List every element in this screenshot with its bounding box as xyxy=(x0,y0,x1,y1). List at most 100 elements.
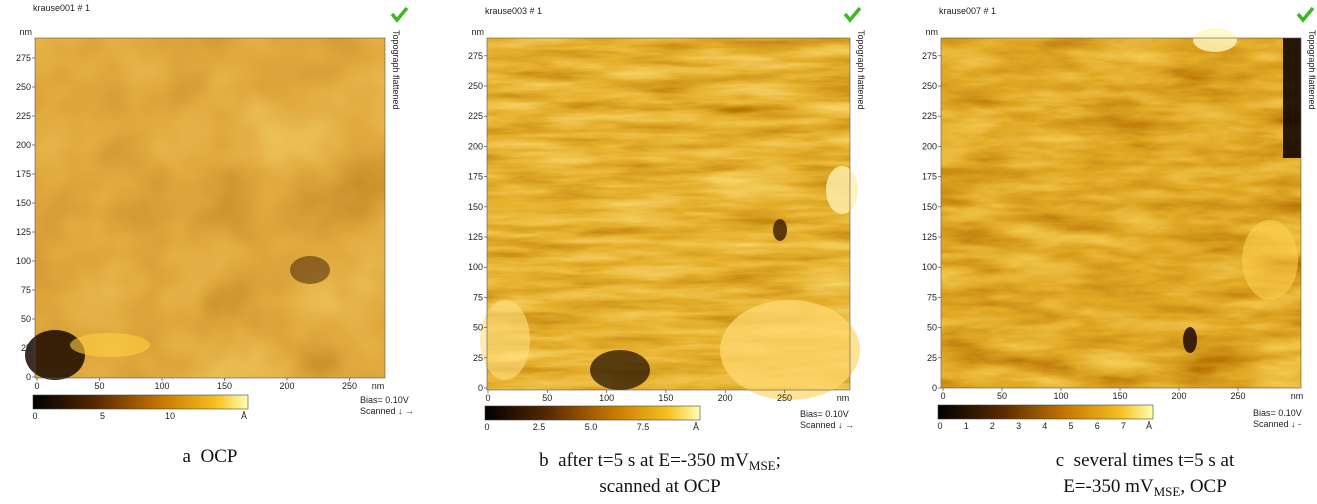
y-tick-label: 0 xyxy=(26,372,31,382)
bias-label: Bias= 0.10V xyxy=(1253,408,1302,418)
file-name: krause007 # 1 xyxy=(939,6,996,16)
panel: krause003 # 1 nm 0 25 50 75 100 125 150 175 200 225… xyxy=(468,6,866,497)
colorbar-tick-label: 3 xyxy=(1016,421,1021,431)
colorbar-unit: Å xyxy=(693,422,699,432)
check-icon xyxy=(1296,6,1315,23)
x-tick-label: 100 xyxy=(154,381,169,391)
y-tick-label: 250 xyxy=(16,82,31,92)
side-label: Topograph flattened xyxy=(1307,30,1317,110)
y-tick-label: 250 xyxy=(922,81,937,91)
caption-text: scanned at OCP xyxy=(599,476,720,497)
x-tick-label: 200 xyxy=(718,393,733,403)
x-tick-label: 200 xyxy=(1171,391,1186,401)
y-tick-label: 275 xyxy=(922,51,937,61)
colorbar-tick-label: 0 xyxy=(937,421,942,431)
colorbar-tick-label: 0 xyxy=(32,411,37,421)
x-tick-label: 50 xyxy=(997,391,1007,401)
y-tick-label: 25 xyxy=(473,353,483,363)
image-frame xyxy=(486,37,851,391)
colorbar-tick-label: 7 xyxy=(1121,421,1126,431)
panel: krause007 # 1nm0255075100125150175200225… xyxy=(922,6,1317,499)
y-tick-label: 0 xyxy=(932,383,937,393)
y-tick-label: 225 xyxy=(922,111,937,121)
x-tick-label: 250 xyxy=(1230,391,1245,401)
scan-direction: Scanned ↓ → xyxy=(800,420,854,430)
x-tick-label: 100 xyxy=(599,393,614,403)
y-tick-label: 100 xyxy=(468,262,483,272)
image-frame xyxy=(940,37,1302,389)
x-tick-label: 0 xyxy=(940,391,945,401)
colorbar xyxy=(32,394,249,410)
stm-image xyxy=(941,28,1301,388)
caption-text: c several times t=5 s at xyxy=(1056,450,1235,471)
x-tick-label: 0 xyxy=(34,381,39,391)
y-tick-label: 225 xyxy=(16,111,31,121)
y-unit: nm xyxy=(19,27,32,37)
colorbar-tick-label: 1 xyxy=(964,421,969,431)
colorbar-tick-label: 6 xyxy=(1095,421,1100,431)
x-unit: nm xyxy=(837,393,850,403)
colorbar xyxy=(484,405,701,421)
x-tick-label: 50 xyxy=(542,393,552,403)
bias-label: Bias= 0.10V xyxy=(360,395,409,405)
y-tick-label: 75 xyxy=(927,292,937,302)
y-tick-label: 150 xyxy=(468,202,483,212)
bias-label: Bias= 0.10V xyxy=(800,409,849,419)
caption-subscript: MSE xyxy=(1154,484,1181,499)
y-tick-label: 125 xyxy=(16,227,31,237)
y-tick-label: 100 xyxy=(922,262,937,272)
y-tick-label: 125 xyxy=(922,232,937,242)
x-tick-label: 250 xyxy=(342,381,357,391)
y-tick-label: 75 xyxy=(473,292,483,302)
caption-text: b after t=5 s at E=-350 mV xyxy=(539,450,749,471)
y-tick-label: 150 xyxy=(922,202,937,212)
colorbar-tick-label: 0 xyxy=(484,422,489,432)
colorbar-tick-label: 7.5 xyxy=(637,422,650,432)
file-name: krause001 # 1 xyxy=(33,3,90,13)
colorbar-tick-label: 10 xyxy=(165,411,175,421)
x-tick-label: 150 xyxy=(658,393,673,403)
y-tick-label: 175 xyxy=(16,169,31,179)
y-tick-label: 175 xyxy=(922,172,937,182)
x-tick-label: 0 xyxy=(485,393,490,403)
colorbar-unit: Å xyxy=(1146,421,1152,431)
colorbar-tick-label: 2.5 xyxy=(533,422,546,432)
y-tick-label: 275 xyxy=(16,53,31,63)
side-label: Topograph flattened xyxy=(391,30,401,110)
y-tick-label: 200 xyxy=(16,140,31,150)
scan-direction: Scanned ↓ → xyxy=(360,406,414,416)
colorbar xyxy=(937,404,1154,420)
caption: scanned at OCP xyxy=(599,476,720,497)
x-tick-label: 250 xyxy=(777,393,792,403)
caption: a OCP xyxy=(183,446,238,467)
x-tick-label: 100 xyxy=(1053,391,1068,401)
y-tick-label: 125 xyxy=(468,232,483,242)
y-tick-label: 75 xyxy=(21,285,31,295)
y-tick-label: 225 xyxy=(468,111,483,121)
y-tick-label: 100 xyxy=(16,256,31,266)
caption-text: , OCP xyxy=(1180,476,1226,497)
y-tick-label: 0 xyxy=(478,383,483,393)
colorbar-unit: Å xyxy=(241,411,247,421)
caption-text: E=-350 mV xyxy=(1063,476,1154,497)
panel: krause001 # 1nm0255075100125150175200225… xyxy=(16,3,414,467)
x-tick-label: 50 xyxy=(94,381,104,391)
check-icon xyxy=(390,6,409,23)
x-unit: nm xyxy=(372,381,385,391)
y-tick-label: 50 xyxy=(21,314,31,324)
file-name: krause003 # 1 xyxy=(485,6,542,16)
image-frame xyxy=(34,37,386,379)
y-tick-label: 25 xyxy=(927,353,937,363)
caption: E=-350 mVMSE, OCP xyxy=(1063,476,1227,499)
y-tick-label: 200 xyxy=(922,141,937,151)
y-tick-label: 50 xyxy=(473,323,483,333)
y-unit: nm xyxy=(471,27,484,37)
y-tick-label: 25 xyxy=(21,343,31,353)
y-tick-label: 50 xyxy=(927,323,937,333)
x-tick-label: 150 xyxy=(1112,391,1127,401)
colorbar-tick-label: 5 xyxy=(1068,421,1073,431)
caption: b after t=5 s at E=-350 mVMSE; xyxy=(539,450,781,473)
scan-direction: Scanned ↓ - xyxy=(1253,419,1301,429)
side-label: Topograph flattened xyxy=(856,30,866,110)
